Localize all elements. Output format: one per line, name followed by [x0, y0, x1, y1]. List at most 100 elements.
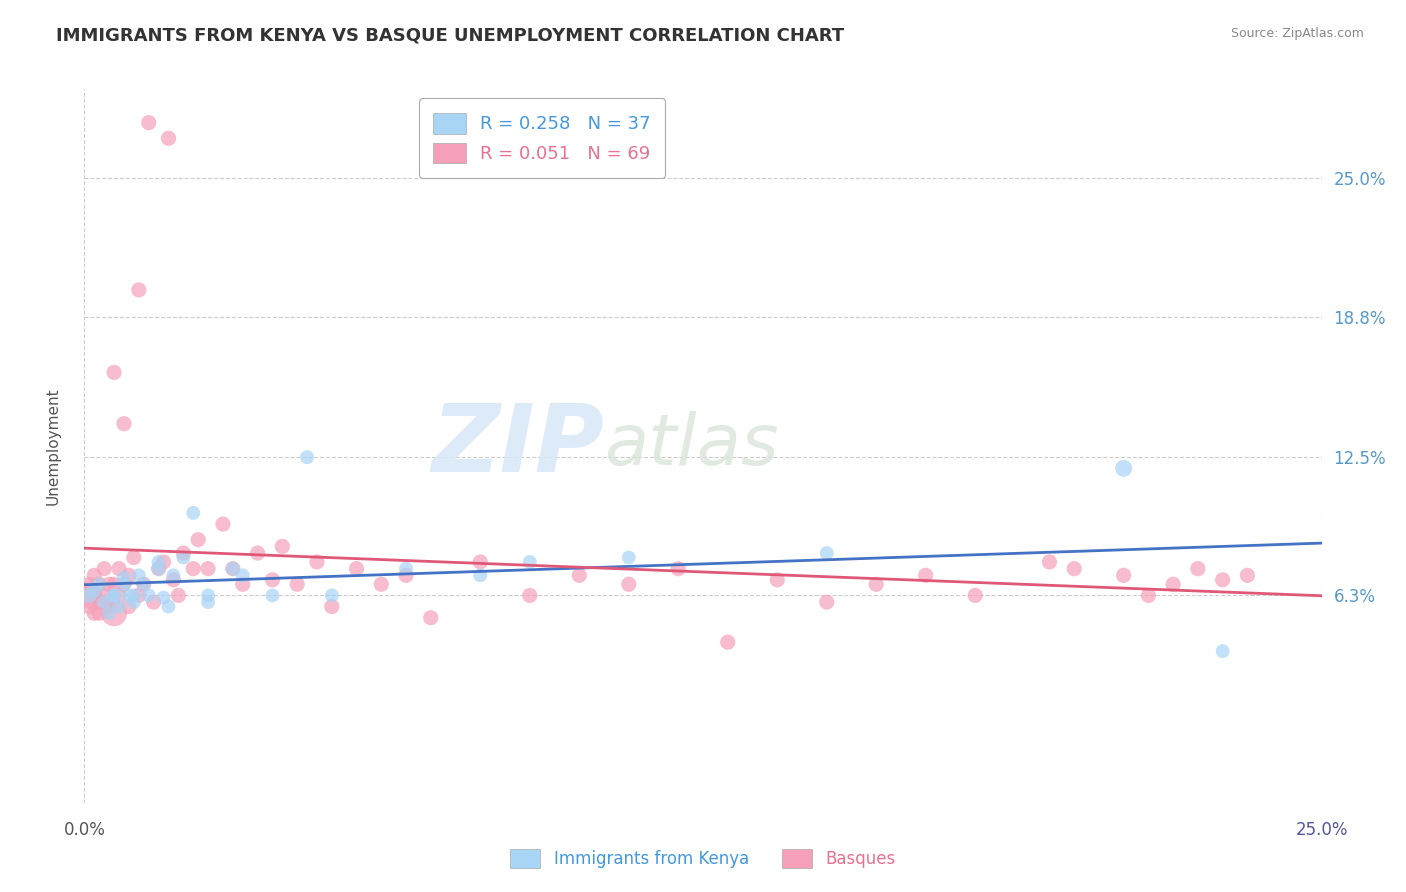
Point [181, 562, 204, 576]
Point [167, 589, 190, 603]
Point [138, 589, 160, 603]
Point [122, 589, 145, 603]
Point [103, 365, 125, 379]
Point [187, 533, 209, 547]
Point [717, 635, 740, 649]
Point [470, 555, 492, 569]
Point [89, 595, 111, 609]
Point [148, 562, 170, 576]
Point [1212, 573, 1234, 587]
Point [128, 283, 150, 297]
Point [128, 589, 150, 603]
Point [108, 599, 131, 614]
Point [519, 555, 541, 569]
Point [197, 595, 219, 609]
Point [98, 607, 121, 621]
Text: Unemployment: Unemployment [46, 387, 60, 505]
Point [79, 589, 101, 603]
Point [470, 568, 492, 582]
Point [162, 568, 184, 582]
Point [108, 589, 131, 603]
Point [295, 450, 318, 464]
Point [197, 589, 219, 603]
Point [1137, 589, 1160, 603]
Point [568, 568, 591, 582]
Point [138, 115, 160, 129]
Point [132, 577, 155, 591]
Point [346, 562, 368, 576]
Point [370, 577, 392, 591]
Point [79, 577, 101, 591]
Point [157, 599, 180, 614]
Point [108, 562, 131, 576]
Point [128, 568, 150, 582]
Text: IMMIGRANTS FROM KENYA VS BASQUE UNEMPLOYMENT CORRELATION CHART: IMMIGRANTS FROM KENYA VS BASQUE UNEMPLOY… [56, 27, 845, 45]
Point [83, 583, 105, 598]
Point [89, 607, 111, 621]
Point [118, 589, 141, 603]
Point [98, 599, 121, 614]
Point [1112, 568, 1135, 582]
Point [262, 589, 284, 603]
Point [93, 589, 115, 603]
Point [617, 577, 640, 591]
Point [112, 571, 135, 585]
Point [79, 599, 101, 614]
Point [122, 550, 145, 565]
Point [103, 589, 125, 603]
Point [83, 589, 105, 603]
Point [232, 577, 254, 591]
Point [162, 573, 184, 587]
Point [122, 595, 145, 609]
Text: atlas: atlas [605, 411, 779, 481]
Point [222, 562, 245, 576]
Point [262, 573, 284, 587]
Point [1038, 555, 1060, 569]
Point [419, 610, 441, 624]
Point [321, 599, 343, 614]
Point [1112, 461, 1135, 475]
Point [93, 595, 115, 609]
Point [132, 577, 155, 591]
Point [271, 539, 294, 553]
Point [157, 131, 180, 145]
Point [1187, 562, 1209, 576]
Text: 25.0%: 25.0% [1295, 821, 1348, 838]
Point [112, 577, 135, 591]
Point [197, 562, 219, 576]
Point [285, 577, 308, 591]
Point [148, 555, 170, 569]
Point [98, 577, 121, 591]
Point [815, 595, 838, 609]
Point [321, 589, 343, 603]
Point [79, 589, 101, 603]
Point [246, 546, 269, 560]
Point [103, 607, 125, 621]
Point [965, 589, 987, 603]
Point [103, 577, 125, 591]
Point [815, 546, 838, 560]
Point [118, 568, 141, 582]
Point [118, 599, 141, 614]
Text: Source: ZipAtlas.com: Source: ZipAtlas.com [1230, 27, 1364, 40]
Point [148, 562, 170, 576]
Point [1212, 644, 1234, 658]
Point [83, 607, 105, 621]
Point [1236, 568, 1258, 582]
Point [1161, 577, 1184, 591]
Point [112, 417, 135, 431]
Point [172, 550, 194, 565]
Point [519, 589, 541, 603]
Point [766, 573, 789, 587]
Point [103, 589, 125, 603]
Point [181, 506, 204, 520]
Point [617, 550, 640, 565]
Point [232, 568, 254, 582]
Point [865, 577, 887, 591]
Point [152, 591, 174, 605]
Point [914, 568, 936, 582]
Point [666, 562, 689, 576]
Point [152, 555, 174, 569]
Point [395, 568, 418, 582]
Point [395, 562, 418, 576]
